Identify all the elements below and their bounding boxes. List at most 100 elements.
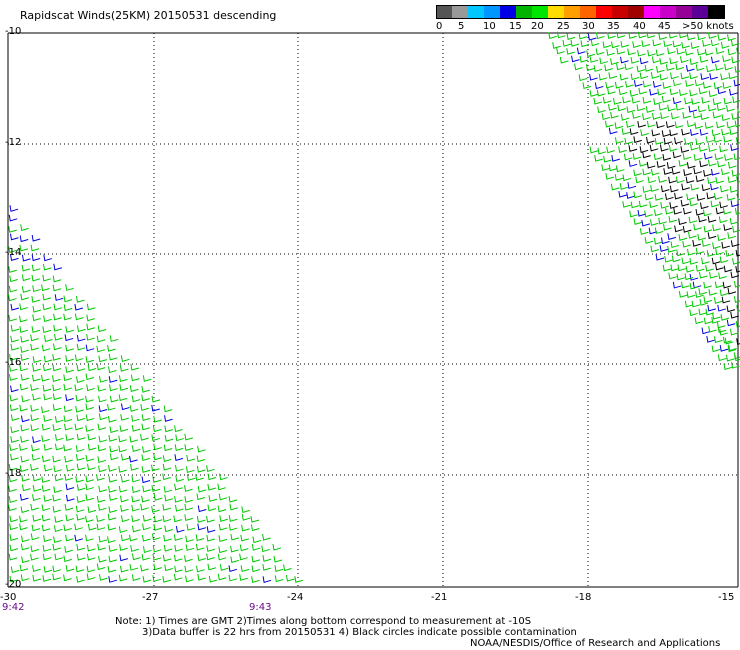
wind-barb: [706, 250, 716, 257]
wind-barb: [733, 296, 740, 303]
wind-barb: [75, 405, 84, 413]
wind-barb: [689, 89, 698, 97]
wind-barb: [85, 344, 95, 352]
wind-barb: [228, 515, 238, 522]
wind-barb: [52, 455, 61, 463]
wind-barb: [718, 272, 727, 280]
wind-barb: [616, 47, 626, 55]
wind-barb: [65, 514, 75, 522]
wind-barb: [175, 475, 184, 483]
wind-barb: [174, 504, 184, 512]
wind-barb: [728, 344, 737, 352]
wind-barb: [630, 57, 640, 64]
wind-barb: [164, 435, 174, 442]
wind-barb: [10, 566, 20, 574]
wind-barb: [649, 201, 658, 208]
wind-barb: [164, 494, 173, 502]
wind-barb: [552, 42, 561, 49]
wind-barb: [652, 80, 662, 88]
wind-barb: [96, 515, 105, 523]
wind-barb: [174, 444, 184, 452]
notes: Note: 1) Times are GMT 2)Times along bot…: [115, 616, 577, 638]
wind-barb: [727, 48, 737, 56]
wind-barb: [683, 207, 692, 215]
wind-barb: [669, 57, 678, 65]
time-label: 9:42: [2, 602, 25, 613]
wind-barb: [174, 425, 183, 433]
wind-barb: [685, 80, 694, 87]
wind-barb: [85, 403, 95, 411]
legend-swatch: [516, 5, 533, 19]
wind-barb: [273, 555, 283, 563]
wind-barb: [20, 424, 30, 432]
wind-barb: [566, 33, 576, 41]
wind-barb: [723, 265, 733, 273]
wind-barb: [30, 384, 39, 391]
wind-barb: [54, 443, 64, 451]
wind-barb: [32, 565, 41, 572]
wind-barb: [42, 364, 52, 372]
wind-barb: [579, 55, 589, 63]
wind-barb: [646, 31, 656, 39]
wind-barb: [693, 154, 703, 161]
wind-barb: [669, 88, 679, 96]
wind-barb: [661, 130, 671, 137]
wind-barb: [19, 494, 29, 501]
wind-barb: [717, 304, 726, 312]
wind-barb: [261, 545, 270, 553]
wind-barb: [732, 226, 740, 233]
wind-barb: [162, 515, 172, 523]
wind-barb: [668, 272, 677, 280]
wind-barb: [9, 575, 19, 583]
wind-barb: [76, 334, 86, 342]
wind-barb: [641, 219, 650, 227]
wind-barb: [664, 193, 674, 201]
wind-barb: [87, 523, 97, 531]
wind-barb: [642, 168, 651, 176]
wind-barb: [689, 129, 699, 136]
wind-barb: [719, 328, 728, 336]
wind-barb: [21, 556, 30, 564]
wind-barb: [163, 486, 173, 493]
wind-barb: [693, 223, 702, 231]
wind-barb: [608, 72, 618, 80]
wind-barb: [43, 566, 53, 573]
wind-barb: [667, 246, 676, 253]
wind-barb: [85, 515, 94, 523]
wind-barb: [710, 183, 719, 191]
wind-barb: [52, 384, 61, 392]
wind-barb: [30, 334, 39, 342]
wind-barb: [614, 137, 624, 144]
wind-barb: [663, 40, 673, 48]
wind-barb: [719, 145, 728, 153]
wind-barb: [228, 565, 238, 572]
wind-barb: [217, 553, 227, 561]
wind-barb: [196, 455, 206, 463]
wind-barb: [151, 506, 160, 513]
wind-barb: [54, 294, 64, 301]
wind-barb: [20, 346, 29, 353]
wind-barb: [735, 265, 740, 273]
wind-barb: [31, 453, 41, 461]
wind-barb: [661, 237, 670, 245]
wind-barb: [684, 300, 694, 308]
wind-barb: [632, 41, 641, 48]
wind-barb: [30, 244, 40, 252]
wind-barb: [42, 326, 52, 334]
wind-barb: [108, 486, 117, 493]
wind-barb: [240, 534, 249, 542]
wind-barb: [614, 122, 624, 130]
wind-barb: [608, 104, 617, 111]
wind-barb: [702, 40, 711, 47]
wind-barb: [207, 504, 217, 512]
wind-barb: [185, 575, 194, 583]
wind-barb: [680, 72, 690, 80]
wind-barb: [43, 254, 52, 262]
wind-barb: [120, 534, 130, 542]
wind-barb: [8, 485, 17, 493]
wind-barb: [701, 96, 710, 104]
wind-barb: [655, 253, 665, 261]
wind-barb: [108, 376, 118, 383]
wind-barb: [120, 414, 129, 421]
